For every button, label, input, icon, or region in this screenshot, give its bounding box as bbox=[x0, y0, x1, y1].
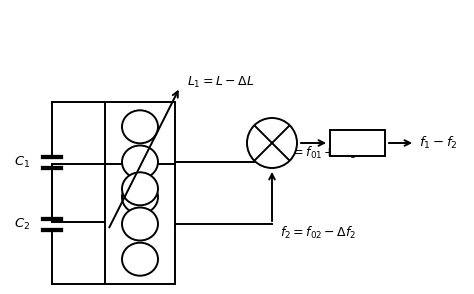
Ellipse shape bbox=[122, 181, 158, 214]
Ellipse shape bbox=[122, 146, 158, 178]
Text: $L_1=L-\Delta L$: $L_1=L-\Delta L$ bbox=[187, 74, 255, 90]
Text: $C_2$: $C_2$ bbox=[14, 216, 30, 232]
Ellipse shape bbox=[122, 172, 158, 205]
Text: $C_1$: $C_1$ bbox=[14, 154, 30, 170]
Bar bbox=[105, 102, 175, 222]
Ellipse shape bbox=[122, 243, 158, 276]
Circle shape bbox=[247, 118, 297, 168]
Text: LPF: LPF bbox=[343, 136, 372, 150]
Text: $f_1 - f_2$: $f_1 - f_2$ bbox=[419, 135, 458, 151]
Bar bbox=[105, 164, 175, 284]
Text: $f_2=f_{02} - \Delta f_2$: $f_2=f_{02} - \Delta f_2$ bbox=[280, 225, 356, 241]
Bar bbox=[330, 130, 385, 156]
Text: $f_1=f_{01}+\Delta f_1$: $f_1=f_{01}+\Delta f_1$ bbox=[280, 145, 356, 161]
Ellipse shape bbox=[122, 208, 158, 240]
Ellipse shape bbox=[122, 110, 158, 143]
